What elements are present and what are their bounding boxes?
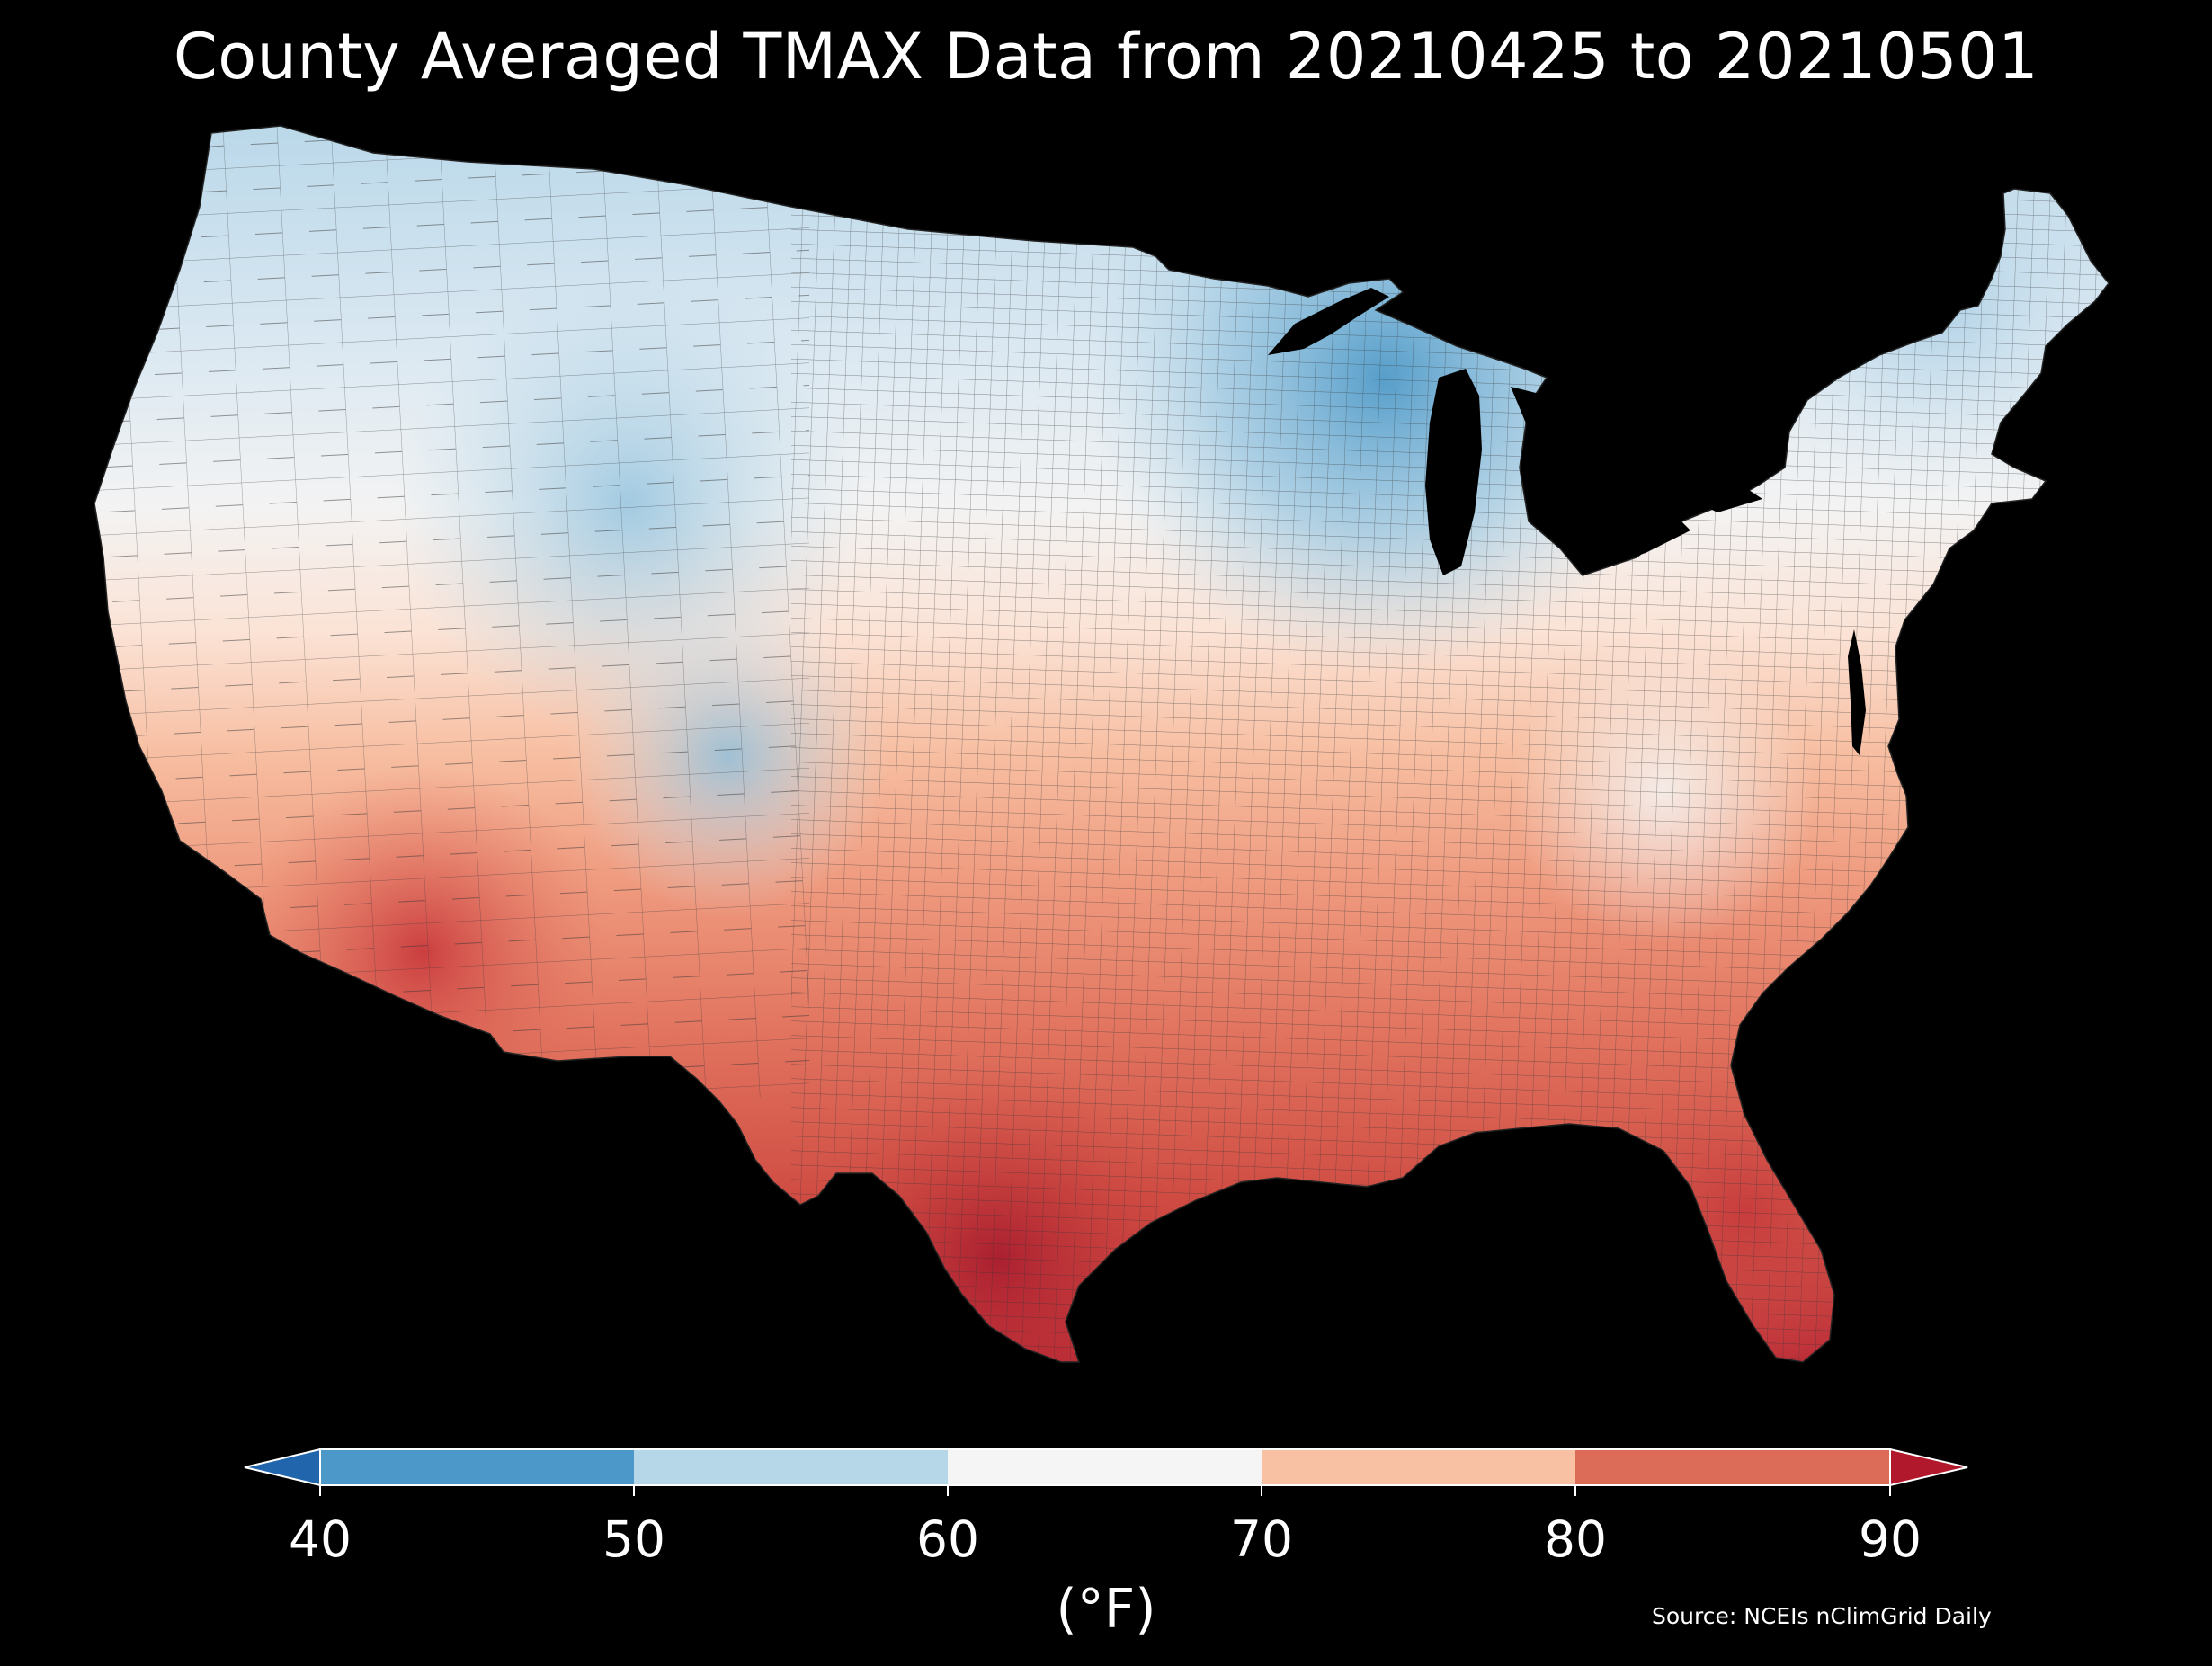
colorbar-tick-40: 40: [289, 1510, 352, 1568]
colorbar-tick-60: 60: [916, 1510, 979, 1568]
colorbar-bin-60-70: [948, 1449, 1262, 1485]
colorbar-tick-70: 70: [1230, 1510, 1293, 1568]
chesapeake-bay: [1848, 629, 1866, 755]
colorbar-bin-50-60: [634, 1449, 948, 1485]
colorbar-tick-50: 50: [602, 1510, 665, 1568]
lake-superior: [1268, 288, 1389, 355]
lake-michigan: [1425, 369, 1482, 575]
colorbar-tick-90: 90: [1859, 1510, 1922, 1568]
colorbar-unit-label: (°F): [1056, 1578, 1156, 1641]
colorbar-bin-80-90: [1575, 1449, 1890, 1485]
lake-erie: [1583, 521, 1690, 568]
colorbar-over-arrow: [1889, 1448, 1968, 1487]
colorbar-bin-70-80: [1262, 1449, 1575, 1485]
great-lakes: [1268, 288, 1866, 755]
lake-huron: [1511, 387, 1583, 512]
colorbar: [244, 1448, 1968, 1496]
colorbar-under-arrow: [244, 1448, 321, 1487]
source-credit: Source: NCEIs nClimGrid Daily: [1652, 1603, 1992, 1629]
map-title: County Averaged TMAX Data from 20210425 …: [173, 20, 2039, 94]
colorbar-bin-40-50: [320, 1449, 634, 1485]
lake-ontario: [1699, 490, 1762, 512]
colorbar-tick-80: 80: [1544, 1510, 1607, 1568]
